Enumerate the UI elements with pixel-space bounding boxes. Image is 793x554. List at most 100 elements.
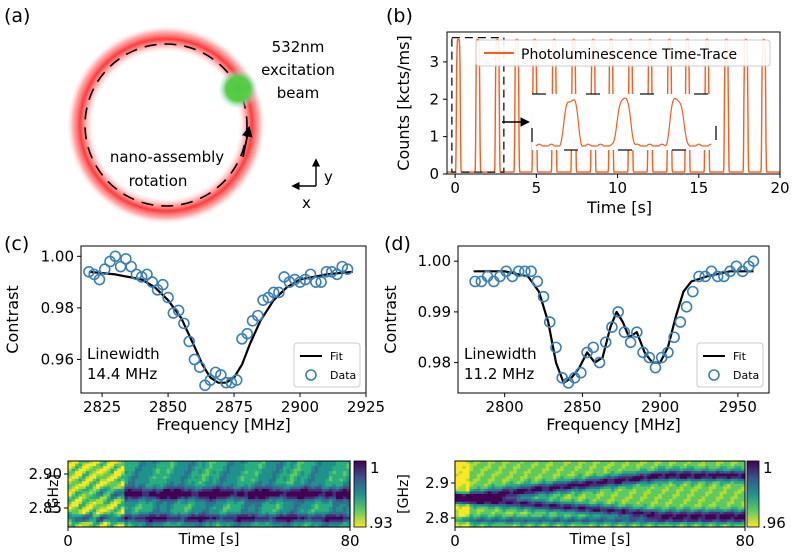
heatmap-cell xyxy=(625,504,630,508)
heatmap-cell xyxy=(85,509,90,513)
heatmap-cell xyxy=(462,483,467,487)
heatmap-cell xyxy=(465,496,471,500)
heatmap-cell xyxy=(163,496,168,500)
heatmap-cell xyxy=(661,471,666,475)
heatmap-cell xyxy=(473,496,478,500)
rotation-label-line-2: rotation xyxy=(129,172,188,190)
heatmap-cell xyxy=(712,521,717,526)
heatmap-cell xyxy=(596,468,601,472)
heatmap-cell xyxy=(585,496,590,500)
heatmap-cell xyxy=(212,499,217,503)
heatmap-cell xyxy=(527,478,532,482)
heatmap-cell xyxy=(272,501,277,505)
heatmap-cell xyxy=(166,504,171,508)
heatmap-cell xyxy=(198,516,203,520)
heatmap-cell xyxy=(494,524,500,528)
ring-dashed xyxy=(84,43,248,207)
heatmap-cell xyxy=(138,499,143,503)
heatmap-cell xyxy=(621,473,626,477)
heatmap-cell xyxy=(578,509,583,513)
heatmap-cell xyxy=(85,488,90,493)
heatmap-cell xyxy=(578,481,583,485)
heatmap-cell xyxy=(184,496,189,500)
heatmap-cell xyxy=(134,509,140,513)
heatmap-cell xyxy=(89,506,94,510)
y-tick-label: 2 xyxy=(429,90,439,108)
heatmap-cell xyxy=(173,476,178,480)
heatmap-cell xyxy=(99,516,104,520)
heatmap-cell xyxy=(545,509,550,513)
heatmap-cell xyxy=(589,524,594,528)
heatmap-cell xyxy=(509,468,514,472)
data-point xyxy=(469,275,481,288)
heatmap-cell xyxy=(498,494,503,498)
heatmap-cell xyxy=(701,521,706,526)
heatmap-cell xyxy=(726,473,732,477)
heatmap-cell xyxy=(523,494,529,498)
heatmap-cell xyxy=(170,491,175,495)
heatmap-cell xyxy=(304,491,309,495)
heatmap-cell xyxy=(212,496,217,500)
heatmap-cell xyxy=(629,499,634,503)
heatmap-cell xyxy=(339,499,344,503)
heatmap-cell xyxy=(117,463,122,467)
heatmap-cell xyxy=(314,509,319,513)
heatmap-cell xyxy=(574,468,579,472)
heatmap-cell xyxy=(596,481,601,485)
heatmap-cell xyxy=(491,476,496,480)
heatmap-cell xyxy=(716,521,721,526)
heatmap-cell xyxy=(149,506,154,510)
heatmap-cell xyxy=(502,506,507,510)
heatmap-cell xyxy=(556,501,561,505)
heatmap-cell xyxy=(82,516,87,520)
heatmap-cell xyxy=(237,491,242,495)
heatmap-cell xyxy=(650,468,655,472)
heatmap-cell xyxy=(690,501,695,505)
heatmap-cell xyxy=(476,476,481,480)
heatmap-cell xyxy=(346,521,351,526)
heatmap-cell xyxy=(209,514,214,518)
data-point xyxy=(747,255,760,268)
heatmap-cell xyxy=(99,481,104,485)
heatmap-cell xyxy=(230,488,235,493)
heatmap-cell xyxy=(131,478,136,482)
heatmap-cell xyxy=(578,496,583,500)
heatmap-cell xyxy=(247,468,252,472)
heatmap-cell xyxy=(487,461,492,465)
heatmap-cell xyxy=(542,481,547,485)
heatmap-cell xyxy=(632,481,637,485)
heatmap-cell xyxy=(679,473,684,477)
heatmap-cell xyxy=(156,483,161,487)
heatmap-cell xyxy=(491,496,496,500)
heatmap-cell xyxy=(607,471,612,475)
heatmap-cell xyxy=(321,514,326,518)
heatmap-cell xyxy=(325,483,330,487)
heatmap-cell xyxy=(596,473,601,477)
heatmap-cell xyxy=(71,476,76,480)
heatmap-cell xyxy=(455,481,460,485)
heatmap-cell xyxy=(534,496,539,500)
heatmap-cell xyxy=(509,466,514,470)
heatmap-cell xyxy=(293,496,298,500)
heatmap-cell xyxy=(723,473,728,477)
data-point xyxy=(193,361,206,374)
heatmap-cell xyxy=(505,488,510,493)
heatmap-cell xyxy=(265,516,270,520)
data-point xyxy=(162,291,174,304)
heatmap-cell xyxy=(134,468,140,472)
heatmap-cell xyxy=(585,516,590,520)
heatmap-cell xyxy=(265,481,270,485)
heatmap-cell xyxy=(596,483,601,487)
heatmap-cell xyxy=(697,491,703,495)
legend-box xyxy=(696,342,764,388)
heatmap-cell xyxy=(534,473,539,477)
heatmap-cell xyxy=(311,486,316,490)
heatmap-cell xyxy=(187,524,192,528)
heatmap-cell xyxy=(603,509,608,513)
heatmap-cell xyxy=(163,521,168,526)
heatmap-cell xyxy=(723,486,728,490)
y-tick-label: 0.96 xyxy=(41,350,74,368)
heatmap-cell xyxy=(138,468,143,472)
legend-box xyxy=(475,39,771,67)
heatmap-cell xyxy=(103,494,108,498)
